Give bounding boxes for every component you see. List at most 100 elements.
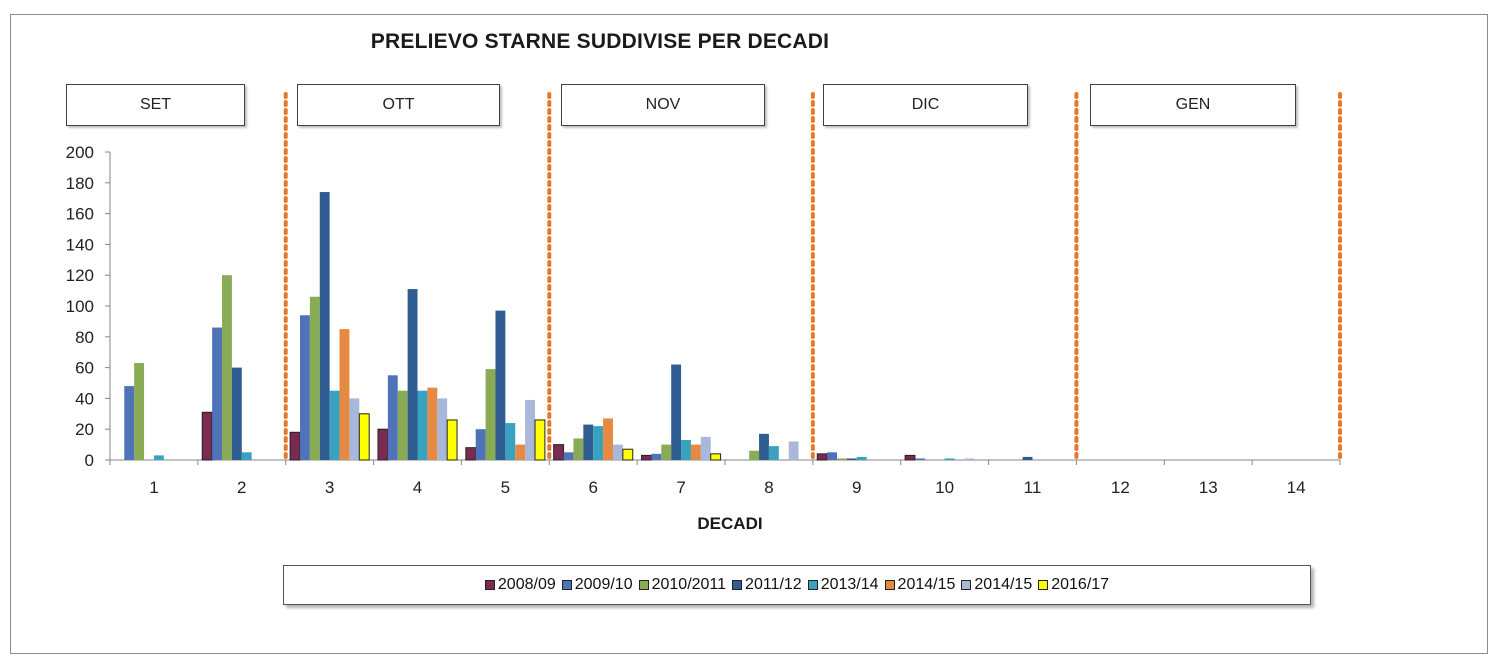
legend-item: 2010/2011 <box>638 576 726 594</box>
x-tick-label: 5 <box>501 478 510 497</box>
bar <box>241 452 252 460</box>
bar <box>309 296 320 460</box>
x-tick-label: 1 <box>149 478 158 497</box>
legend-swatch <box>638 580 649 590</box>
bar <box>759 433 769 460</box>
bar <box>622 448 634 461</box>
bar <box>573 438 584 460</box>
bar <box>534 419 546 461</box>
x-tick-label: 4 <box>413 478 422 497</box>
bar <box>964 458 975 460</box>
y-tick-label: 200 <box>66 143 94 162</box>
bar <box>505 423 516 460</box>
x-tick-label: 3 <box>325 478 334 497</box>
bar <box>603 418 613 460</box>
legend-item: 2009/10 <box>561 576 633 594</box>
bar <box>319 192 330 461</box>
bar <box>299 315 310 460</box>
bar <box>671 364 682 460</box>
bar <box>485 369 496 460</box>
month-label-nov: NOV <box>561 84 765 126</box>
bar <box>495 310 506 460</box>
legend-label: 2014/15 <box>974 576 1033 593</box>
bar <box>231 367 242 460</box>
month-label-gen: GEN <box>1090 84 1296 126</box>
y-tick-label: 80 <box>75 328 94 347</box>
bar <box>153 455 164 460</box>
legend-item: 2014/15 <box>961 576 1032 594</box>
month-label-ott: OTT <box>297 84 500 126</box>
bar <box>387 375 398 460</box>
bar <box>593 426 604 460</box>
bar <box>289 431 301 461</box>
bar <box>377 428 389 461</box>
bar <box>681 439 691 460</box>
legend-swatch <box>1038 580 1049 590</box>
bar <box>201 411 213 461</box>
legend-item: 2014/15 <box>884 576 955 594</box>
bar <box>465 447 477 461</box>
bar <box>358 413 370 461</box>
legend-label: 2008/09 <box>497 576 556 593</box>
bar <box>339 329 350 460</box>
x-tick-label: 11 <box>1024 478 1042 497</box>
bar <box>124 386 135 460</box>
legend-label: 2011/12 <box>745 576 802 593</box>
legend-item: 2008/09 <box>484 576 556 594</box>
bar <box>515 444 526 460</box>
bar <box>827 452 838 460</box>
bar <box>944 458 955 460</box>
y-tick-label: 0 <box>85 451 94 470</box>
bar <box>397 390 408 460</box>
y-tick-label: 160 <box>66 205 94 224</box>
chart-title: PRELIEVO STARNE SUDDIVISE PER DECADI <box>370 30 830 53</box>
bar <box>407 289 418 460</box>
x-tick-label: 6 <box>588 478 597 497</box>
x-tick-label: 13 <box>1199 478 1218 497</box>
bar <box>710 453 722 461</box>
bar <box>788 441 799 460</box>
bar <box>612 444 623 460</box>
legend-swatch <box>732 580 743 590</box>
legend-swatch <box>961 580 972 590</box>
legend-swatch <box>884 580 895 590</box>
bar <box>904 454 916 461</box>
bar <box>475 429 486 460</box>
x-tick-label: 2 <box>237 478 246 497</box>
x-tick-label: 14 <box>1287 478 1306 497</box>
legend-swatch <box>561 580 572 590</box>
bar <box>134 362 145 460</box>
bar <box>563 452 574 460</box>
bar <box>700 436 711 460</box>
bar <box>525 399 536 460</box>
bar <box>437 398 448 460</box>
legend-label: 2013/14 <box>820 576 879 593</box>
legend-label: 2016/17 <box>1051 576 1110 593</box>
legend: 2008/09 2009/10 2010/2011 2011/12 2013/14 201… <box>283 565 1311 605</box>
bar <box>222 275 232 460</box>
bar <box>329 390 340 460</box>
bar <box>583 424 594 460</box>
x-axis-title: DECADI <box>697 514 763 533</box>
bar <box>690 444 701 460</box>
bar <box>816 453 828 461</box>
x-tick-label: 9 <box>852 478 861 497</box>
bar <box>553 444 565 461</box>
bar <box>837 458 847 460</box>
bar <box>749 450 760 460</box>
legend-label: 2009/10 <box>574 576 633 593</box>
y-tick-label: 60 <box>75 359 94 378</box>
x-tick-label: 10 <box>935 478 954 497</box>
y-tick-label: 180 <box>66 174 94 193</box>
bar <box>212 327 223 460</box>
legend-item: 2013/14 <box>807 576 879 594</box>
legend-swatch <box>807 580 818 590</box>
bar <box>417 390 428 460</box>
bar <box>651 453 662 460</box>
y-tick-label: 140 <box>66 235 94 254</box>
bar <box>846 458 857 460</box>
x-tick-label: 7 <box>676 478 685 497</box>
bar <box>661 444 672 460</box>
month-label-dic: DIC <box>823 84 1028 126</box>
